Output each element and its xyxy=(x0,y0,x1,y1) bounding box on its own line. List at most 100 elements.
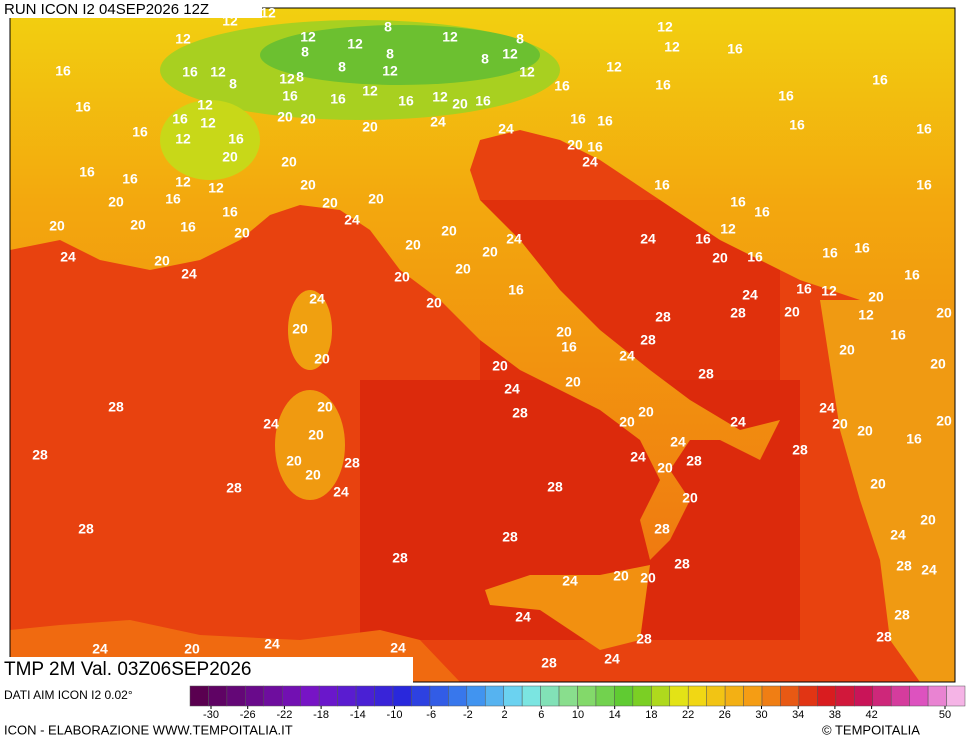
contour-label: 16 xyxy=(904,267,920,283)
contour-label: 28 xyxy=(78,521,94,537)
contour-label: 20 xyxy=(300,111,316,127)
contour-label: 20 xyxy=(281,154,297,170)
contour-label: 16 xyxy=(180,219,196,235)
contour-label: 16 xyxy=(916,177,932,193)
contour-label: 20 xyxy=(49,218,65,234)
colorbar-swatch xyxy=(669,685,689,707)
colorbar-swatch xyxy=(245,685,265,707)
contour-label: 28 xyxy=(686,453,702,469)
contour-label: 20 xyxy=(936,413,952,429)
contour-label: 20 xyxy=(426,295,442,311)
contour-label: 16 xyxy=(872,72,888,88)
colorbar-swatch xyxy=(890,685,910,707)
contour-label: 16 xyxy=(570,111,586,127)
contour-label: 20 xyxy=(305,467,321,483)
contour-label: 28 xyxy=(876,629,892,645)
contour-label: 20 xyxy=(394,269,410,285)
colorbar-swatch xyxy=(854,685,873,707)
colorbar-swatch xyxy=(503,685,523,707)
colorbar-swatch xyxy=(651,685,671,707)
contour-label: 16 xyxy=(398,93,414,109)
colorbar-swatch xyxy=(724,685,744,707)
contour-label: 28 xyxy=(502,529,518,545)
contour-label: 12 xyxy=(606,59,622,75)
contour-label: 28 xyxy=(674,556,690,572)
contour-label: 16 xyxy=(75,99,91,115)
contour-label: 20 xyxy=(314,351,330,367)
contour-label: 12 xyxy=(362,83,378,99)
colorbar-swatch xyxy=(817,685,837,707)
contour-label: 24 xyxy=(562,573,578,589)
contour-label: 20 xyxy=(368,191,384,207)
contour-label: 28 xyxy=(547,479,563,495)
contour-label: 12 xyxy=(720,221,736,237)
contour-label: 24 xyxy=(181,266,197,282)
contour-label: 20 xyxy=(638,404,654,420)
contour-label: 20 xyxy=(567,137,583,153)
contour-label: 16 xyxy=(561,339,577,355)
contour-label: 20 xyxy=(108,194,124,210)
colorbar-swatch xyxy=(300,685,320,707)
contour-label: 24 xyxy=(730,414,746,430)
contour-label: 20 xyxy=(613,568,629,584)
contour-label: 12 xyxy=(858,307,874,323)
contour-label: 28 xyxy=(640,332,656,348)
colorbar-swatch xyxy=(374,685,394,707)
contour-label: 20 xyxy=(452,96,468,112)
land-balkans xyxy=(820,300,955,682)
contour-label: 16 xyxy=(727,41,743,57)
contour-label: 28 xyxy=(226,480,242,496)
contour-label: 16 xyxy=(747,249,763,265)
contour-label: 28 xyxy=(392,550,408,566)
contour-label: 16 xyxy=(228,131,244,147)
contour-label: 20 xyxy=(277,109,293,125)
contour-label: 16 xyxy=(916,121,932,137)
contour-label: 20 xyxy=(300,177,316,193)
contour-label: 12 xyxy=(175,31,191,47)
colorbar-swatch xyxy=(558,685,578,707)
contour-label: 24 xyxy=(506,231,522,247)
colorbar-swatch xyxy=(392,685,412,707)
contour-label: 20 xyxy=(482,244,498,260)
contour-label: 20 xyxy=(234,225,250,241)
contour-label: 24 xyxy=(630,449,646,465)
contour-label: 16 xyxy=(730,194,746,210)
contour-label: 28 xyxy=(730,305,746,321)
colorbar-tick-label: 42 xyxy=(865,709,877,721)
contour-label: 16 xyxy=(79,164,95,180)
contour-label: 16 xyxy=(655,77,671,93)
contour-label: 24 xyxy=(921,562,937,578)
colorbar-swatch xyxy=(355,685,375,707)
contour-label: 24 xyxy=(390,640,406,656)
contour-label: 20 xyxy=(322,195,338,211)
colorbar-swatch xyxy=(540,685,560,707)
contour-label: 16 xyxy=(172,111,188,127)
contour-label: 20 xyxy=(286,453,302,469)
colorbar-tick-label: 2 xyxy=(502,709,508,721)
colorbar-swatch xyxy=(189,685,209,707)
contour-label: 20 xyxy=(308,427,324,443)
run-title: RUN ICON I2 04SEP2026 12Z xyxy=(4,1,209,18)
colorbar-swatch xyxy=(577,685,597,707)
contour-label: 20 xyxy=(682,490,698,506)
contour-label: 20 xyxy=(832,416,848,432)
colorbar-tick-label: -6 xyxy=(426,709,436,721)
valid-box xyxy=(0,657,413,683)
contour-label: 28 xyxy=(654,521,670,537)
contour-label: 24 xyxy=(819,400,835,416)
contour-label: 28 xyxy=(512,405,528,421)
contour-label: 16 xyxy=(789,117,805,133)
contour-label: 12 xyxy=(260,5,276,21)
contour-label: 28 xyxy=(344,455,360,471)
contour-label: 12 xyxy=(382,63,398,79)
contour-label: 8 xyxy=(386,46,394,62)
colorbar-tick-label: 50 xyxy=(939,709,951,721)
contour-label: 20 xyxy=(492,358,508,374)
contour-label: 8 xyxy=(301,44,309,60)
colorbar-swatch xyxy=(337,685,357,707)
contour-label: 16 xyxy=(282,88,298,104)
contour-label: 20 xyxy=(317,399,333,415)
colorbar-tick-label: 10 xyxy=(572,709,584,721)
contour-label: 12 xyxy=(442,29,458,45)
colorbar-swatch xyxy=(282,685,301,707)
